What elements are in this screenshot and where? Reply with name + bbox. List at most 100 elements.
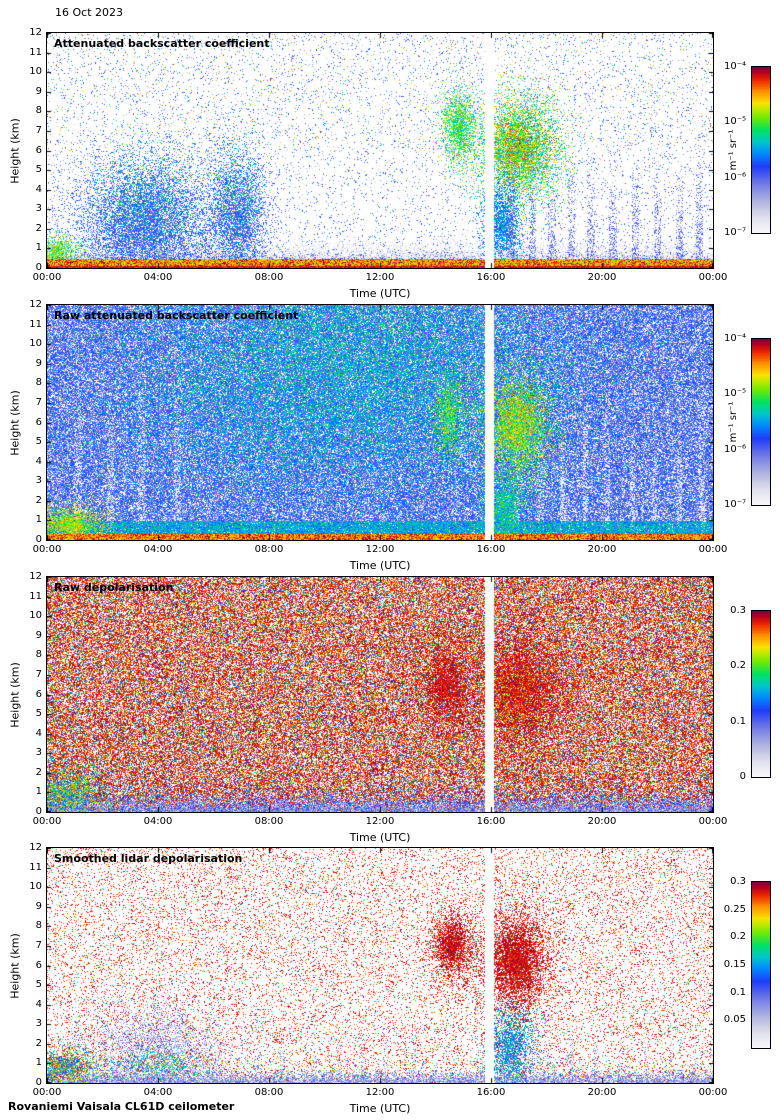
x-tick-label: 20:00: [587, 544, 617, 555]
colorbar-tick-label: 10⁻⁶: [723, 171, 746, 183]
colorbar-panel-2: [751, 338, 771, 506]
y-tick-label: 9: [35, 629, 42, 641]
colorbar-tick-label: 10⁻⁵: [723, 388, 746, 400]
x-tick-label: 12:00: [365, 1087, 395, 1098]
colorbar-panel-3: [751, 610, 771, 778]
y-axis-label: Height (km): [8, 117, 22, 184]
y-tick-label: 2: [35, 494, 42, 506]
x-tick-label: 00:00: [32, 816, 62, 827]
x-tick-label: 08:00: [254, 272, 284, 283]
colorbar-unit-label: m⁻¹ sr⁻¹: [728, 129, 739, 171]
y-tick-label: 11: [29, 46, 42, 58]
colorbar-unit-label: m⁻¹ sr⁻¹: [728, 401, 739, 443]
x-axis-label: Time (UTC): [349, 287, 411, 300]
y-tick-label: 10: [29, 610, 42, 622]
y-tick-label: 7: [35, 668, 42, 680]
y-tick-label: 12: [29, 571, 42, 582]
y-tick-label: 12: [29, 842, 42, 853]
colorbar-tick-label: 10⁻⁷: [723, 499, 746, 510]
x-tick-label: 20:00: [587, 272, 617, 283]
x-tick-label: 12:00: [365, 272, 395, 283]
colorbar-tick-label: 10⁻⁴: [723, 333, 746, 344]
y-tick-label: 4: [35, 998, 42, 1010]
y-tick-label: 1: [35, 1057, 42, 1069]
x-tick-label: 08:00: [254, 1087, 284, 1098]
y-tick-label: 5: [35, 708, 42, 720]
colorbar-tick-label: 0: [739, 771, 746, 782]
colorbar-tick-label: 10⁻⁴: [723, 61, 746, 72]
x-tick-label: 00:00: [32, 272, 62, 283]
x-tick-label: 08:00: [254, 544, 284, 555]
colorbar-tick-label: 10⁻⁶: [723, 443, 746, 455]
y-tick-label: 4: [35, 183, 42, 195]
y-axis-label: Height (km): [8, 661, 22, 728]
y-tick-label: 9: [35, 357, 42, 369]
x-tick-label: 00:00: [698, 1087, 728, 1098]
x-tick-label: 08:00: [254, 816, 284, 827]
colorbar-tick-label: 0.3: [730, 876, 746, 887]
panel-title: Attenuated backscatter coefficient: [54, 37, 270, 50]
x-tick-label: 00:00: [698, 544, 728, 555]
y-tick-label: 5: [35, 979, 42, 991]
y-axis-label: Height (km): [8, 932, 22, 999]
y-tick-label: 7: [35, 939, 42, 951]
y-tick-label: 3: [35, 747, 42, 759]
y-tick-label: 5: [35, 436, 42, 448]
y-tick-label: 3: [35, 1018, 42, 1030]
x-tick-label: 16:00: [476, 272, 506, 283]
y-tick-label: 2: [35, 766, 42, 778]
y-tick-label: 1: [35, 514, 42, 526]
x-tick-label: 04:00: [143, 272, 173, 283]
x-tick-label: 04:00: [143, 1087, 173, 1098]
y-tick-label: 0: [35, 1077, 42, 1088]
panel-title: Smoothed lidar depolarisation: [54, 852, 243, 865]
colorbar-tick-label: 10⁻⁷: [723, 227, 746, 238]
x-tick-label: 00:00: [698, 816, 728, 827]
y-tick-label: 7: [35, 396, 42, 408]
panel-title: Raw attenuated backscatter coefficient: [54, 309, 299, 322]
x-axis-label: Time (UTC): [349, 1102, 411, 1115]
y-tick-label: 4: [35, 455, 42, 467]
colorbar-panel-4: [751, 881, 771, 1049]
x-tick-label: 12:00: [365, 544, 395, 555]
heatmap-canvas-panel-2: [46, 304, 714, 541]
date-label: 16 Oct 2023: [55, 6, 124, 19]
colorbar-tick-label: 0.25: [723, 903, 746, 915]
x-tick-label: 20:00: [587, 1087, 617, 1098]
y-tick-label: 3: [35, 475, 42, 487]
y-tick-label: 9: [35, 85, 42, 97]
y-tick-label: 8: [35, 920, 42, 932]
x-tick-label: 04:00: [143, 816, 173, 827]
colorbar-tick-label: 0.2: [730, 931, 746, 943]
y-tick-label: 11: [29, 590, 42, 602]
x-tick-label: 00:00: [32, 544, 62, 555]
y-tick-label: 6: [35, 144, 42, 156]
colorbar-tick-label: 0.05: [723, 1014, 746, 1026]
y-tick-label: 11: [29, 318, 42, 330]
y-tick-label: 10: [29, 338, 42, 350]
y-tick-label: 12: [29, 27, 42, 38]
colorbar-tick-label: 10⁻⁵: [723, 116, 746, 128]
heatmap-canvas-panel-1: [46, 32, 714, 269]
x-axis-label: Time (UTC): [349, 559, 411, 572]
y-tick-label: 11: [29, 861, 42, 873]
y-tick-label: 5: [35, 164, 42, 176]
y-tick-label: 10: [29, 881, 42, 893]
y-tick-label: 6: [35, 688, 42, 700]
x-tick-label: 16:00: [476, 816, 506, 827]
x-tick-label: 04:00: [143, 544, 173, 555]
instrument-label: Rovaniemi Vaisala CL61D ceilometer: [8, 1100, 235, 1113]
y-tick-label: 6: [35, 416, 42, 428]
y-tick-label: 2: [35, 1037, 42, 1049]
y-tick-label: 8: [35, 649, 42, 661]
x-tick-label: 00:00: [32, 1087, 62, 1098]
colorbar-tick-label: 0.15: [723, 959, 746, 970]
y-tick-label: 4: [35, 727, 42, 739]
x-axis-label: Time (UTC): [349, 831, 411, 844]
y-tick-label: 10: [29, 66, 42, 78]
colorbar-panel-1: [751, 66, 771, 234]
y-tick-label: 7: [35, 124, 42, 136]
y-tick-label: 6: [35, 959, 42, 971]
colorbar-tick-label: 0.1: [730, 715, 746, 727]
